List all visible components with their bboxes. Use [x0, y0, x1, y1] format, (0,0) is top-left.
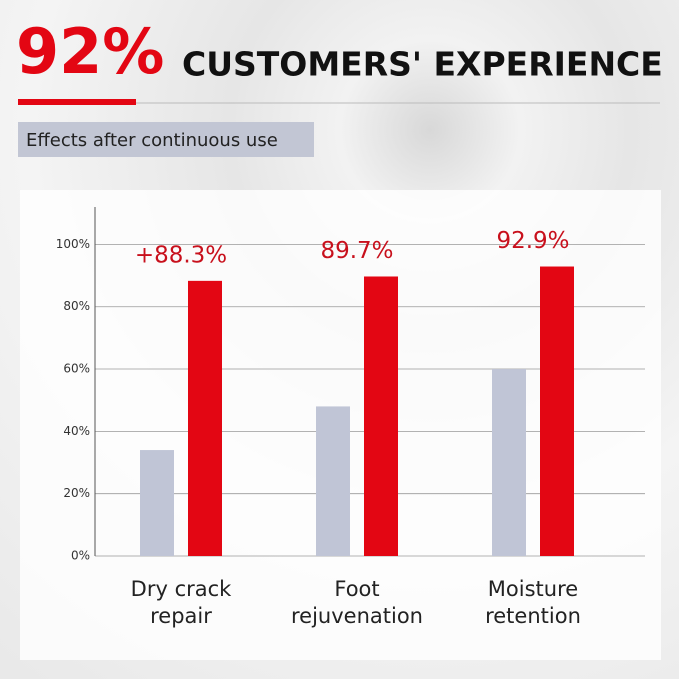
value-label: 89.7% — [320, 238, 393, 264]
chart-title: CUSTOMERS' EXPERIENCE — [182, 45, 663, 84]
chart-subtitle: Effects after continuous use — [26, 130, 278, 151]
y-tick-label: 0% — [71, 549, 90, 563]
x-tick-label: Moisture retention — [485, 577, 581, 628]
bar — [188, 280, 222, 556]
value-label: 92.9% — [496, 228, 569, 254]
y-tick-label: 60% — [63, 362, 90, 376]
bar — [316, 406, 350, 556]
headline-underline — [18, 99, 136, 105]
bar — [364, 276, 398, 556]
y-tick-label: 100% — [56, 237, 90, 251]
value-label: +88.3% — [135, 242, 227, 268]
x-tick-label: Dry crack repair — [130, 577, 232, 628]
bar — [492, 369, 526, 556]
x-tick-label: Foot rejuvenation — [291, 577, 423, 628]
y-tick-label: 40% — [63, 424, 90, 438]
y-tick-label: 80% — [63, 299, 90, 313]
headline: 92% — [16, 15, 164, 88]
bar — [540, 266, 574, 556]
bar — [140, 450, 174, 556]
y-tick-label: 20% — [63, 486, 90, 500]
subtitle-box — [18, 122, 314, 157]
